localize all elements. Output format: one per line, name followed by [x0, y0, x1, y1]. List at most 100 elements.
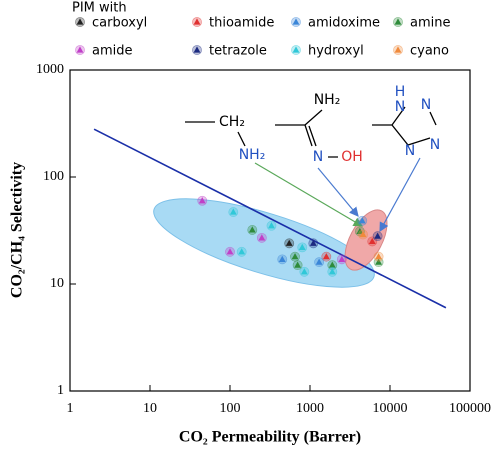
point [308, 238, 319, 249]
point [284, 238, 295, 249]
marker-triangle [193, 18, 201, 25]
marker-triangle [375, 253, 382, 260]
marker-triangle [193, 46, 201, 53]
marker-triangle [278, 255, 286, 262]
point [225, 246, 235, 257]
legend-label: thioamide [209, 16, 274, 31]
point [292, 260, 303, 271]
legend-marker [393, 45, 403, 55]
x-tick-label: 1000 [296, 401, 324, 416]
marker-triangle [374, 232, 382, 239]
x-tick-label: 10000 [373, 401, 408, 416]
legend-marker [393, 17, 403, 27]
point [367, 236, 378, 247]
marker-triangle [285, 239, 293, 246]
structure-label: N [313, 149, 323, 165]
x-tick-label: 100 [220, 401, 241, 416]
marker-triangle [328, 268, 336, 275]
legend-label: cyano [410, 44, 449, 59]
point [256, 232, 267, 243]
y-tick-label: 10 [50, 276, 64, 291]
point [236, 246, 247, 257]
structure-label: N [421, 97, 431, 113]
point [197, 195, 208, 206]
upper-bound-line [93, 128, 447, 309]
point [247, 225, 258, 235]
point [373, 251, 384, 262]
structure-label: OH [341, 149, 363, 165]
marker-triangle [358, 217, 366, 224]
structure-label: NH₂ [239, 147, 266, 163]
marker-triangle [76, 46, 84, 53]
x-tick-label: 10 [143, 401, 157, 416]
marker-triangle [328, 261, 336, 268]
legend-label: hydroxyl [308, 44, 364, 59]
legend-marker [291, 45, 301, 55]
point [266, 220, 277, 231]
marker-triangle [315, 258, 323, 265]
point [327, 266, 338, 277]
marker-triangle [375, 258, 382, 265]
marker-triangle [248, 226, 256, 233]
region-red [344, 209, 388, 271]
point [357, 215, 368, 226]
structure-label: N [395, 99, 405, 115]
legend-marker [291, 17, 301, 27]
structure-label: N [405, 143, 415, 159]
point [277, 254, 288, 265]
marker-triangle [300, 268, 308, 275]
point [228, 207, 239, 217]
marker-triangle [76, 18, 84, 25]
x-tick-label: 100000 [449, 401, 491, 416]
x-axis-label: CO₂ Permeability (Barrer) [179, 429, 361, 446]
arrow [254, 162, 364, 227]
y-tick-label: 100 [43, 169, 64, 184]
point [321, 251, 332, 262]
arrow [379, 157, 421, 233]
legend-marker [75, 45, 85, 55]
arrow [317, 167, 359, 217]
marker-triangle [238, 248, 246, 255]
point [297, 242, 308, 253]
marker-triangle [394, 46, 402, 53]
marker-triangle [198, 197, 206, 204]
legend-marker [192, 17, 202, 27]
legend-label: amine [410, 16, 450, 31]
legend-label: tetrazole [209, 44, 267, 59]
marker-triangle [226, 248, 234, 255]
plot-frame [69, 69, 471, 392]
y-axis-label: CO₂/CH₄ Selectivity [9, 162, 26, 298]
structure-label: N [430, 137, 440, 153]
point [336, 254, 347, 265]
y-tick-label: 1 [57, 383, 64, 398]
structure-label: NH₂ [314, 92, 341, 108]
legend-marker [192, 45, 202, 55]
marker-triangle [338, 255, 346, 262]
marker-triangle [258, 234, 266, 241]
structure-label: H [395, 84, 406, 100]
legend-label: amidoxime [308, 16, 380, 31]
marker-triangle [294, 261, 302, 268]
point [314, 257, 325, 268]
point [372, 231, 383, 242]
marker-triangle [322, 253, 330, 260]
marker-triangle [268, 222, 275, 229]
point [358, 229, 368, 240]
point [290, 251, 300, 262]
legend-marker [75, 17, 85, 27]
marker-triangle [292, 18, 300, 25]
marker-triangle [292, 46, 300, 53]
legend-label: amide [92, 44, 133, 59]
legend-label: carboxyl [92, 16, 147, 31]
legend-title: PIM with [72, 1, 127, 16]
structures [185, 106, 437, 158]
y-tick-label: 1000 [36, 62, 64, 77]
x-tick-label: 1 [67, 401, 74, 416]
marker-triangle [359, 230, 367, 238]
structure-label: CH₂ [219, 114, 245, 130]
marker-triangle [394, 18, 402, 25]
point [327, 260, 338, 271]
region-blue [153, 198, 375, 288]
point [299, 266, 310, 277]
